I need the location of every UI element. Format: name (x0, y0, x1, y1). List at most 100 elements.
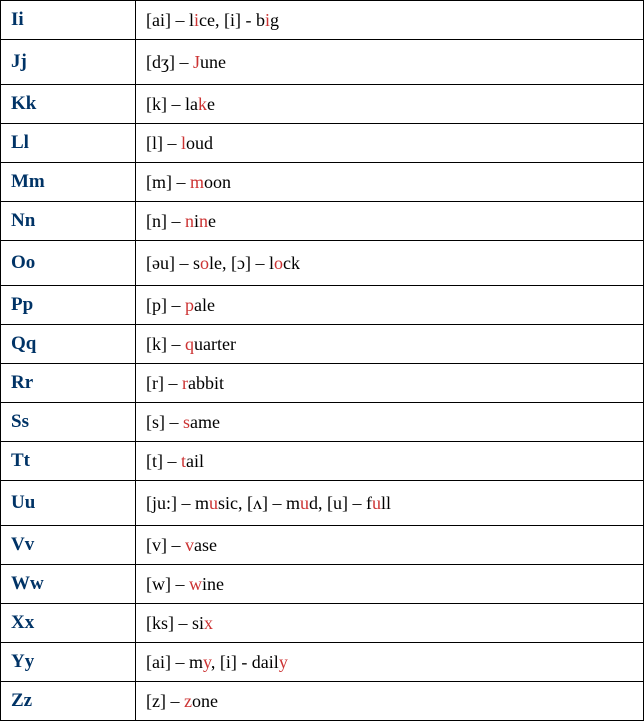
table-row: Zz[z] – zone (1, 682, 644, 721)
phonetic-cell: [z] – zone (136, 682, 644, 721)
table-row: Mm[m] – moon (1, 163, 644, 202)
letter-cell: Tt (1, 442, 136, 481)
table-row: Ll[l] – loud (1, 124, 644, 163)
plain-text: ale (194, 295, 215, 315)
plain-text: abbit (188, 373, 224, 393)
table-row: Xx[ks] – six (1, 604, 644, 643)
plain-text: le, [ɔ] – l (209, 253, 274, 273)
plain-text: [w] – (146, 574, 189, 594)
plain-text: ck (283, 253, 300, 273)
highlight-text: o (274, 253, 283, 273)
plain-text: d, [u] – f (309, 493, 372, 513)
letter-cell: Ss (1, 403, 136, 442)
highlight-text: u (300, 493, 309, 513)
phonetic-cell: [v] – vase (136, 526, 644, 565)
letter-cell: Pp (1, 286, 136, 325)
letter-cell: Zz (1, 682, 136, 721)
table-row: Oo[əu] – sole, [ɔ] – lock (1, 241, 644, 286)
plain-text: ame (190, 412, 220, 432)
plain-text: [ju:] – m (146, 493, 209, 513)
table-row: Tt[t] – tail (1, 442, 644, 481)
phonetic-cell: [m] – moon (136, 163, 644, 202)
letter-cell: Uu (1, 481, 136, 526)
highlight-text: z (184, 691, 192, 711)
highlight-text: y (203, 652, 211, 672)
plain-text: [z] – (146, 691, 184, 711)
plain-text: [s] – (146, 412, 183, 432)
plain-text: oon (204, 172, 231, 192)
plain-text: [ai] – m (146, 652, 203, 672)
plain-text: [n] – (146, 211, 185, 231)
phonetic-cell: [n] – nine (136, 202, 644, 241)
letter-cell: Mm (1, 163, 136, 202)
phonetic-cell: [s] – same (136, 403, 644, 442)
plain-text: ll (381, 493, 391, 513)
plain-text: e (208, 211, 216, 231)
highlight-text: x (204, 613, 213, 633)
plain-text: [ks] – si (146, 613, 204, 633)
letter-cell: Oo (1, 241, 136, 286)
plain-text: ine (202, 574, 224, 594)
table-row: Jj[dʒ] – June (1, 40, 644, 85)
letter-cell: Rr (1, 364, 136, 403)
table-row: Kk[k] – lake (1, 85, 644, 124)
letter-cell: Kk (1, 85, 136, 124)
table-row: Uu[ju:] – music, [ʌ] – mud, [u] – full (1, 481, 644, 526)
plain-text: [ai] – l (146, 10, 194, 30)
phonetic-cell: [ai] – lice, [i] - big (136, 1, 644, 40)
plain-text: [k] – la (146, 94, 198, 114)
plain-text: [k] – (146, 334, 185, 354)
plain-text: ce, [i] - b (199, 10, 265, 30)
phonetic-cell: [ju:] – music, [ʌ] – mud, [u] – full (136, 481, 644, 526)
highlight-text: p (185, 295, 194, 315)
highlight-text: u (209, 493, 218, 513)
plain-text: [dʒ] – (146, 52, 193, 72)
highlight-text: y (279, 652, 288, 672)
highlight-text: n (199, 211, 208, 231)
highlight-text: k (198, 94, 207, 114)
table-row: Rr[r] – rabbit (1, 364, 644, 403)
plain-text: , [i] - dail (211, 652, 279, 672)
plain-text: [m] – (146, 172, 190, 192)
phonetic-cell: [l] – loud (136, 124, 644, 163)
table-row: Nn[n] – nine (1, 202, 644, 241)
phonetic-cell: [dʒ] – June (136, 40, 644, 85)
table-row: Pp[p] – pale (1, 286, 644, 325)
letter-cell: Ww (1, 565, 136, 604)
highlight-text: v (185, 535, 194, 555)
highlight-text: s (183, 412, 190, 432)
phonetic-cell: [k] – quarter (136, 325, 644, 364)
letter-cell: Vv (1, 526, 136, 565)
plain-text: g (270, 10, 279, 30)
phonetic-cell: [r] – rabbit (136, 364, 644, 403)
letter-cell: Nn (1, 202, 136, 241)
plain-text: [əu] – s (146, 253, 200, 273)
phonetic-cell: [p] – pale (136, 286, 644, 325)
table-row: Ss[s] – same (1, 403, 644, 442)
phonetic-cell: [k] – lake (136, 85, 644, 124)
plain-text: [v] – (146, 535, 185, 555)
plain-text: uarter (194, 334, 236, 354)
letter-cell: Jj (1, 40, 136, 85)
highlight-text: m (190, 172, 204, 192)
plain-text: e (207, 94, 215, 114)
plain-text: oud (186, 133, 213, 153)
plain-text: [r] – (146, 373, 182, 393)
highlight-text: o (200, 253, 209, 273)
highlight-text: q (185, 334, 194, 354)
table-row: Qq[k] – quarter (1, 325, 644, 364)
letter-cell: Ll (1, 124, 136, 163)
phonetic-cell: [ks] – six (136, 604, 644, 643)
table-body: Ii[ai] – lice, [i] - bigJj[dʒ] – JuneKk[… (1, 1, 644, 721)
plain-text: one (192, 691, 218, 711)
plain-text: [p] – (146, 295, 185, 315)
highlight-text: u (372, 493, 381, 513)
letter-cell: Qq (1, 325, 136, 364)
letter-cell: Ii (1, 1, 136, 40)
highlight-text: n (185, 211, 194, 231)
highlight-text: J (193, 52, 200, 72)
plain-text: ase (194, 535, 217, 555)
phonetic-cell: [t] – tail (136, 442, 644, 481)
table-row: Ww[w] – wine (1, 565, 644, 604)
table-row: Ii[ai] – lice, [i] - big (1, 1, 644, 40)
